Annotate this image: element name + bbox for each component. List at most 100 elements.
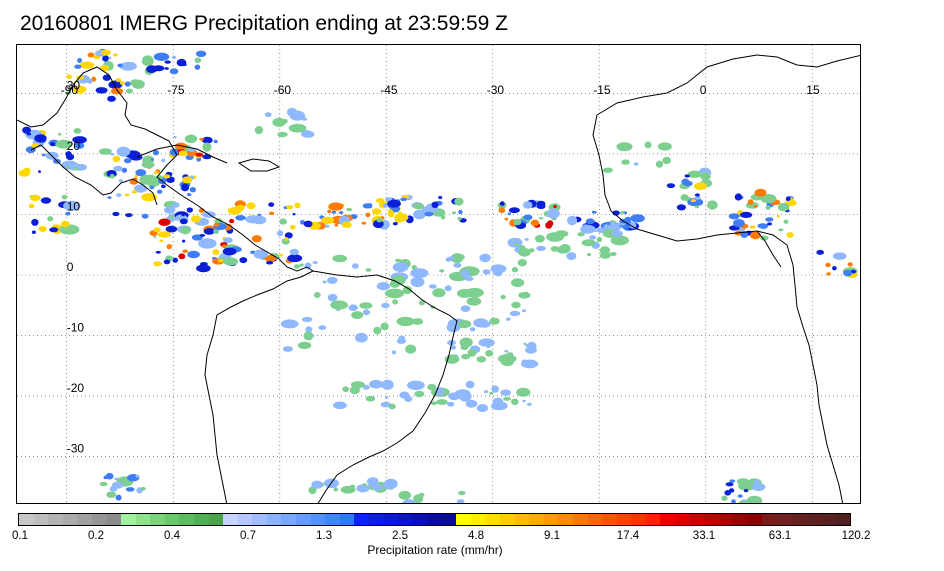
precip-cell (466, 297, 482, 306)
map-title: 20160801 IMERG Precipitation ending at 2… (20, 12, 508, 35)
precip-cell (526, 402, 532, 406)
precip-cell (534, 234, 545, 243)
precip-cell (30, 194, 41, 202)
precip-cell (153, 261, 162, 267)
precip-cell (124, 193, 130, 197)
precip-cell (79, 91, 83, 95)
precip-cell (322, 280, 327, 284)
precip-cell (371, 208, 382, 215)
precip-cell (116, 146, 131, 157)
precip-cell (173, 136, 177, 139)
precip-cell (72, 85, 87, 94)
precip-cell (253, 249, 269, 259)
precip-cell (599, 246, 611, 255)
precip-cell (536, 203, 546, 210)
precip-cell (450, 253, 464, 264)
precip-cell (191, 215, 202, 223)
colorbar-cell (806, 514, 821, 525)
precip-cell (72, 136, 87, 144)
precip-cell (327, 293, 338, 302)
colorbar-cell (427, 514, 442, 525)
precip-cell (107, 196, 112, 199)
precip-cell (624, 211, 628, 214)
lat-tick-label: 0 (67, 260, 74, 274)
precip-cell (49, 227, 59, 233)
precip-cell (507, 212, 511, 216)
precip-cell (513, 218, 522, 226)
precip-cell (102, 74, 111, 81)
colorbar-cell (441, 514, 457, 525)
precipitation-map[interactable]: -90 -75 -60 -45 -30 -15 0 15 30 20 10 0 -10 -20 -30 (16, 44, 861, 504)
precip-cell (297, 341, 312, 350)
precip-cell (65, 165, 70, 169)
precip-cell (117, 63, 123, 68)
precip-cell (199, 138, 205, 141)
precip-cell (236, 204, 245, 211)
precip-cell (134, 184, 148, 193)
precip-cell (707, 200, 718, 210)
precip-cell (31, 230, 36, 234)
precip-cell (196, 157, 202, 162)
colorbar-cell (572, 514, 588, 525)
colorbar-cell (456, 514, 471, 525)
precip-cell (100, 49, 111, 56)
precip-cell (767, 222, 773, 226)
precip-cell (396, 316, 415, 327)
precip-cell (229, 218, 235, 224)
precip-cell (264, 112, 272, 118)
precip-cell (239, 257, 248, 264)
precip-cell (332, 254, 348, 263)
precip-cell (633, 162, 639, 166)
colorbar-tick-label: 63.1 (768, 530, 792, 542)
precip-cell (445, 257, 452, 262)
precip-cell (370, 480, 374, 483)
precip-cell (201, 136, 213, 144)
precip-cell (387, 199, 401, 208)
precip-cell (172, 55, 176, 60)
precip-cell (457, 216, 462, 221)
precip-cell (458, 391, 472, 402)
precip-cell (587, 252, 592, 257)
precip-cell (161, 158, 166, 163)
precip-cell (277, 131, 288, 138)
precip-cell (365, 268, 372, 272)
precip-cell (630, 214, 645, 223)
colorbar-cell (266, 514, 282, 525)
precip-cell (198, 238, 217, 249)
precip-cell (34, 134, 47, 143)
precip-cell (268, 202, 275, 207)
precip-cell (222, 244, 227, 249)
precip-cell (105, 472, 114, 480)
precip-cell (609, 252, 617, 256)
precip-cell (517, 259, 527, 267)
precip-cell (184, 134, 198, 144)
precip-cell (765, 205, 771, 210)
precip-cell (149, 185, 155, 190)
precip-cell (284, 232, 293, 239)
precip-cell (458, 490, 466, 496)
precip-cell (299, 263, 304, 267)
precip-cell (662, 156, 671, 165)
precip-cell (153, 227, 161, 233)
precip-cell (538, 217, 544, 220)
precip-cell (172, 202, 180, 208)
precip-cell (523, 214, 533, 220)
precip-cell (431, 401, 437, 406)
precip-cell (777, 202, 790, 212)
precip-cell (553, 205, 557, 208)
precip-cell (231, 207, 237, 210)
precip-cell (398, 335, 406, 340)
precip-cell (380, 322, 389, 331)
colorbar-tick-label: 9.1 (544, 530, 560, 542)
precip-cell (376, 282, 390, 291)
precip-cell (294, 202, 301, 209)
lat-tick-label: -30 (67, 442, 85, 456)
precip-cell (109, 173, 115, 179)
precip-cell (113, 481, 121, 487)
precip-cell (577, 232, 585, 237)
precip-cell (680, 194, 689, 201)
precip-cell (467, 348, 477, 357)
precip-cell (491, 385, 499, 393)
lon-tick-label: -90 (61, 83, 79, 97)
precip-cell (362, 309, 370, 316)
